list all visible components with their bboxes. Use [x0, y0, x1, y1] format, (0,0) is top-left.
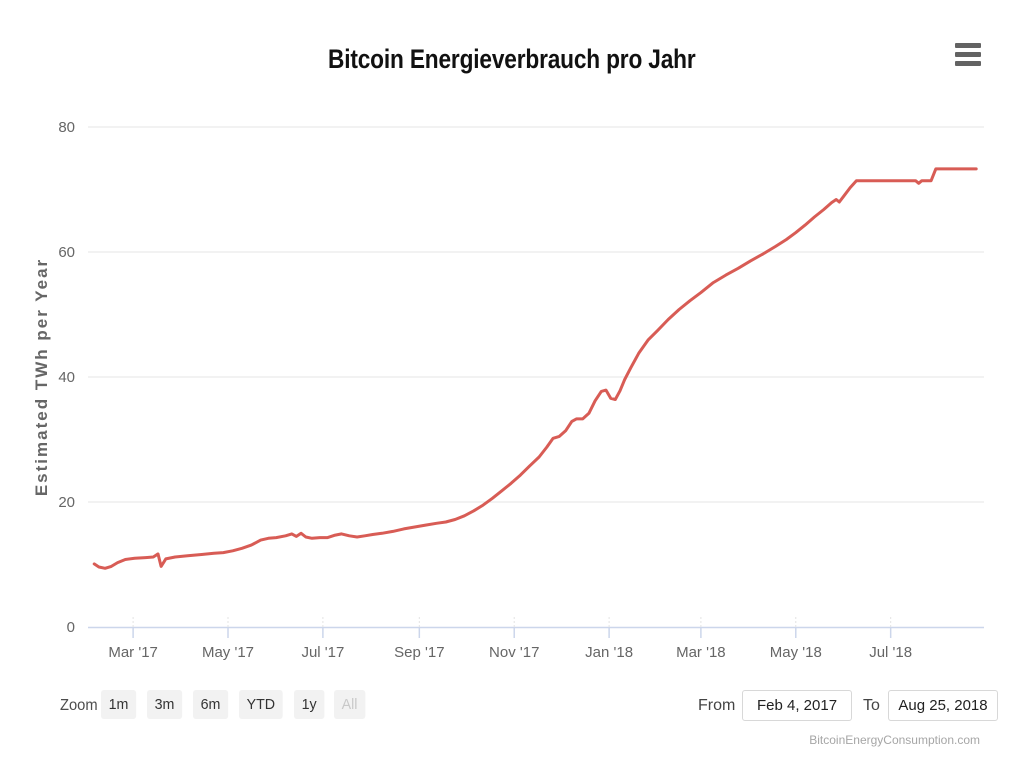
y-tick-label: 80 [58, 119, 75, 136]
range-button-3m[interactable]: 3m [146, 690, 182, 719]
range-button-1m[interactable]: 1m [101, 690, 137, 719]
credit-link[interactable]: BitcoinEnergyConsumption.com [809, 733, 980, 747]
y-tick-label: 0 [67, 619, 75, 636]
x-tick-label: Mar '18 [676, 644, 726, 661]
from-date-input[interactable] [742, 690, 852, 721]
range-button-1y[interactable]: 1y [293, 690, 324, 719]
hamburger-bar [955, 43, 981, 48]
x-tick-label: Jan '18 [585, 644, 633, 661]
to-date-input[interactable] [888, 690, 998, 721]
zoom-label: Zoom [60, 697, 98, 714]
plot-area: 0 20 40 60 80 Mar '17 May '17 Jul '17 Sep '17 Nov… [58, 119, 984, 661]
to-label: To [863, 697, 880, 714]
y-tick-label: 60 [58, 244, 75, 261]
y-axis-title: Estimated TWh per Year [32, 257, 51, 497]
x-tick-label: Mar '17 [108, 644, 158, 661]
range-button-6m[interactable]: 6m [192, 690, 228, 719]
y-tick-label: 20 [58, 494, 75, 511]
x-tick-label: Jul '17 [301, 644, 344, 661]
hamburger-bar [955, 52, 981, 57]
series-line [92, 167, 978, 570]
x-tick-label: Sep '17 [394, 644, 444, 661]
x-tick-label: May '17 [202, 644, 254, 661]
x-tick-label: Nov '17 [489, 644, 539, 661]
x-tick-label: Jul '18 [869, 644, 912, 661]
range-button-all: All [334, 690, 366, 719]
from-label: From [698, 697, 736, 714]
range-selector-buttons: 1m 3m 6m YTD 1y All [101, 690, 376, 719]
x-tick-label: May '18 [770, 644, 822, 661]
range-button-ytd[interactable]: YTD [238, 690, 283, 719]
chart-title: Bitcoin Energieverbrauch pro Jahr [328, 44, 696, 74]
title-row: Bitcoin Energieverbrauch pro Jahr [0, 44, 1024, 75]
y-tick-label: 40 [58, 369, 75, 386]
hamburger-bar [955, 61, 981, 66]
hamburger-menu-icon[interactable] [955, 43, 981, 67]
